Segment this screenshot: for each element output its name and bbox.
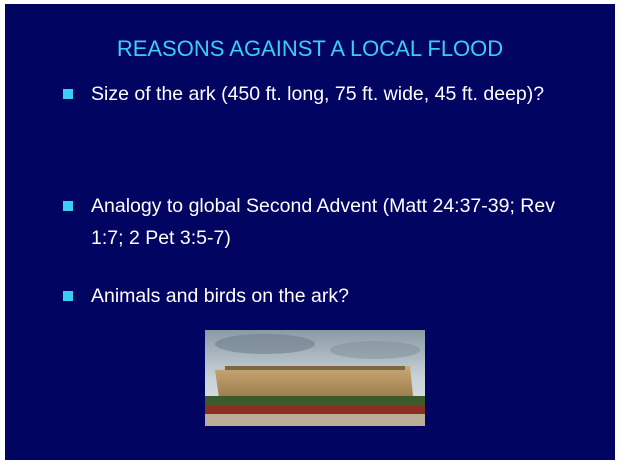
ark-photo <box>205 330 425 426</box>
bullet-marker <box>63 89 73 99</box>
bullet-text: Size of the ark (450 ft. long, 75 ft. wi… <box>91 78 561 110</box>
ark <box>215 366 413 398</box>
trees <box>205 396 425 406</box>
flowers <box>205 406 425 414</box>
bullet-text: Animals and birds on the ark? <box>91 280 561 312</box>
slide: REASONS AGAINST A LOCAL FLOOD Size of th… <box>5 4 615 460</box>
plaza <box>205 414 425 426</box>
slide-title: REASONS AGAINST A LOCAL FLOOD <box>5 36 615 62</box>
ark-roof <box>225 366 405 370</box>
cloud <box>330 341 420 359</box>
bullet-text: Analogy to global Second Advent (Matt 24… <box>91 190 561 254</box>
cloud <box>215 334 315 354</box>
bullet-marker <box>63 201 73 211</box>
bullet-marker <box>63 291 73 301</box>
